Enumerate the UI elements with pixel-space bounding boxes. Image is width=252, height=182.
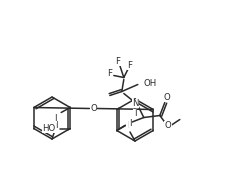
Text: I: I [134,110,136,118]
Text: HO: HO [43,124,56,133]
Text: F: F [127,61,132,70]
Text: I: I [127,122,129,130]
Text: F: F [115,57,120,66]
Text: O: O [164,93,170,102]
Text: OH: OH [144,79,157,88]
Text: I: I [55,120,57,130]
Text: O: O [90,104,97,113]
Text: I: I [54,114,56,123]
Text: N: N [133,99,139,108]
Text: I: I [130,119,132,128]
Text: O: O [165,121,171,130]
Text: F: F [107,69,112,78]
